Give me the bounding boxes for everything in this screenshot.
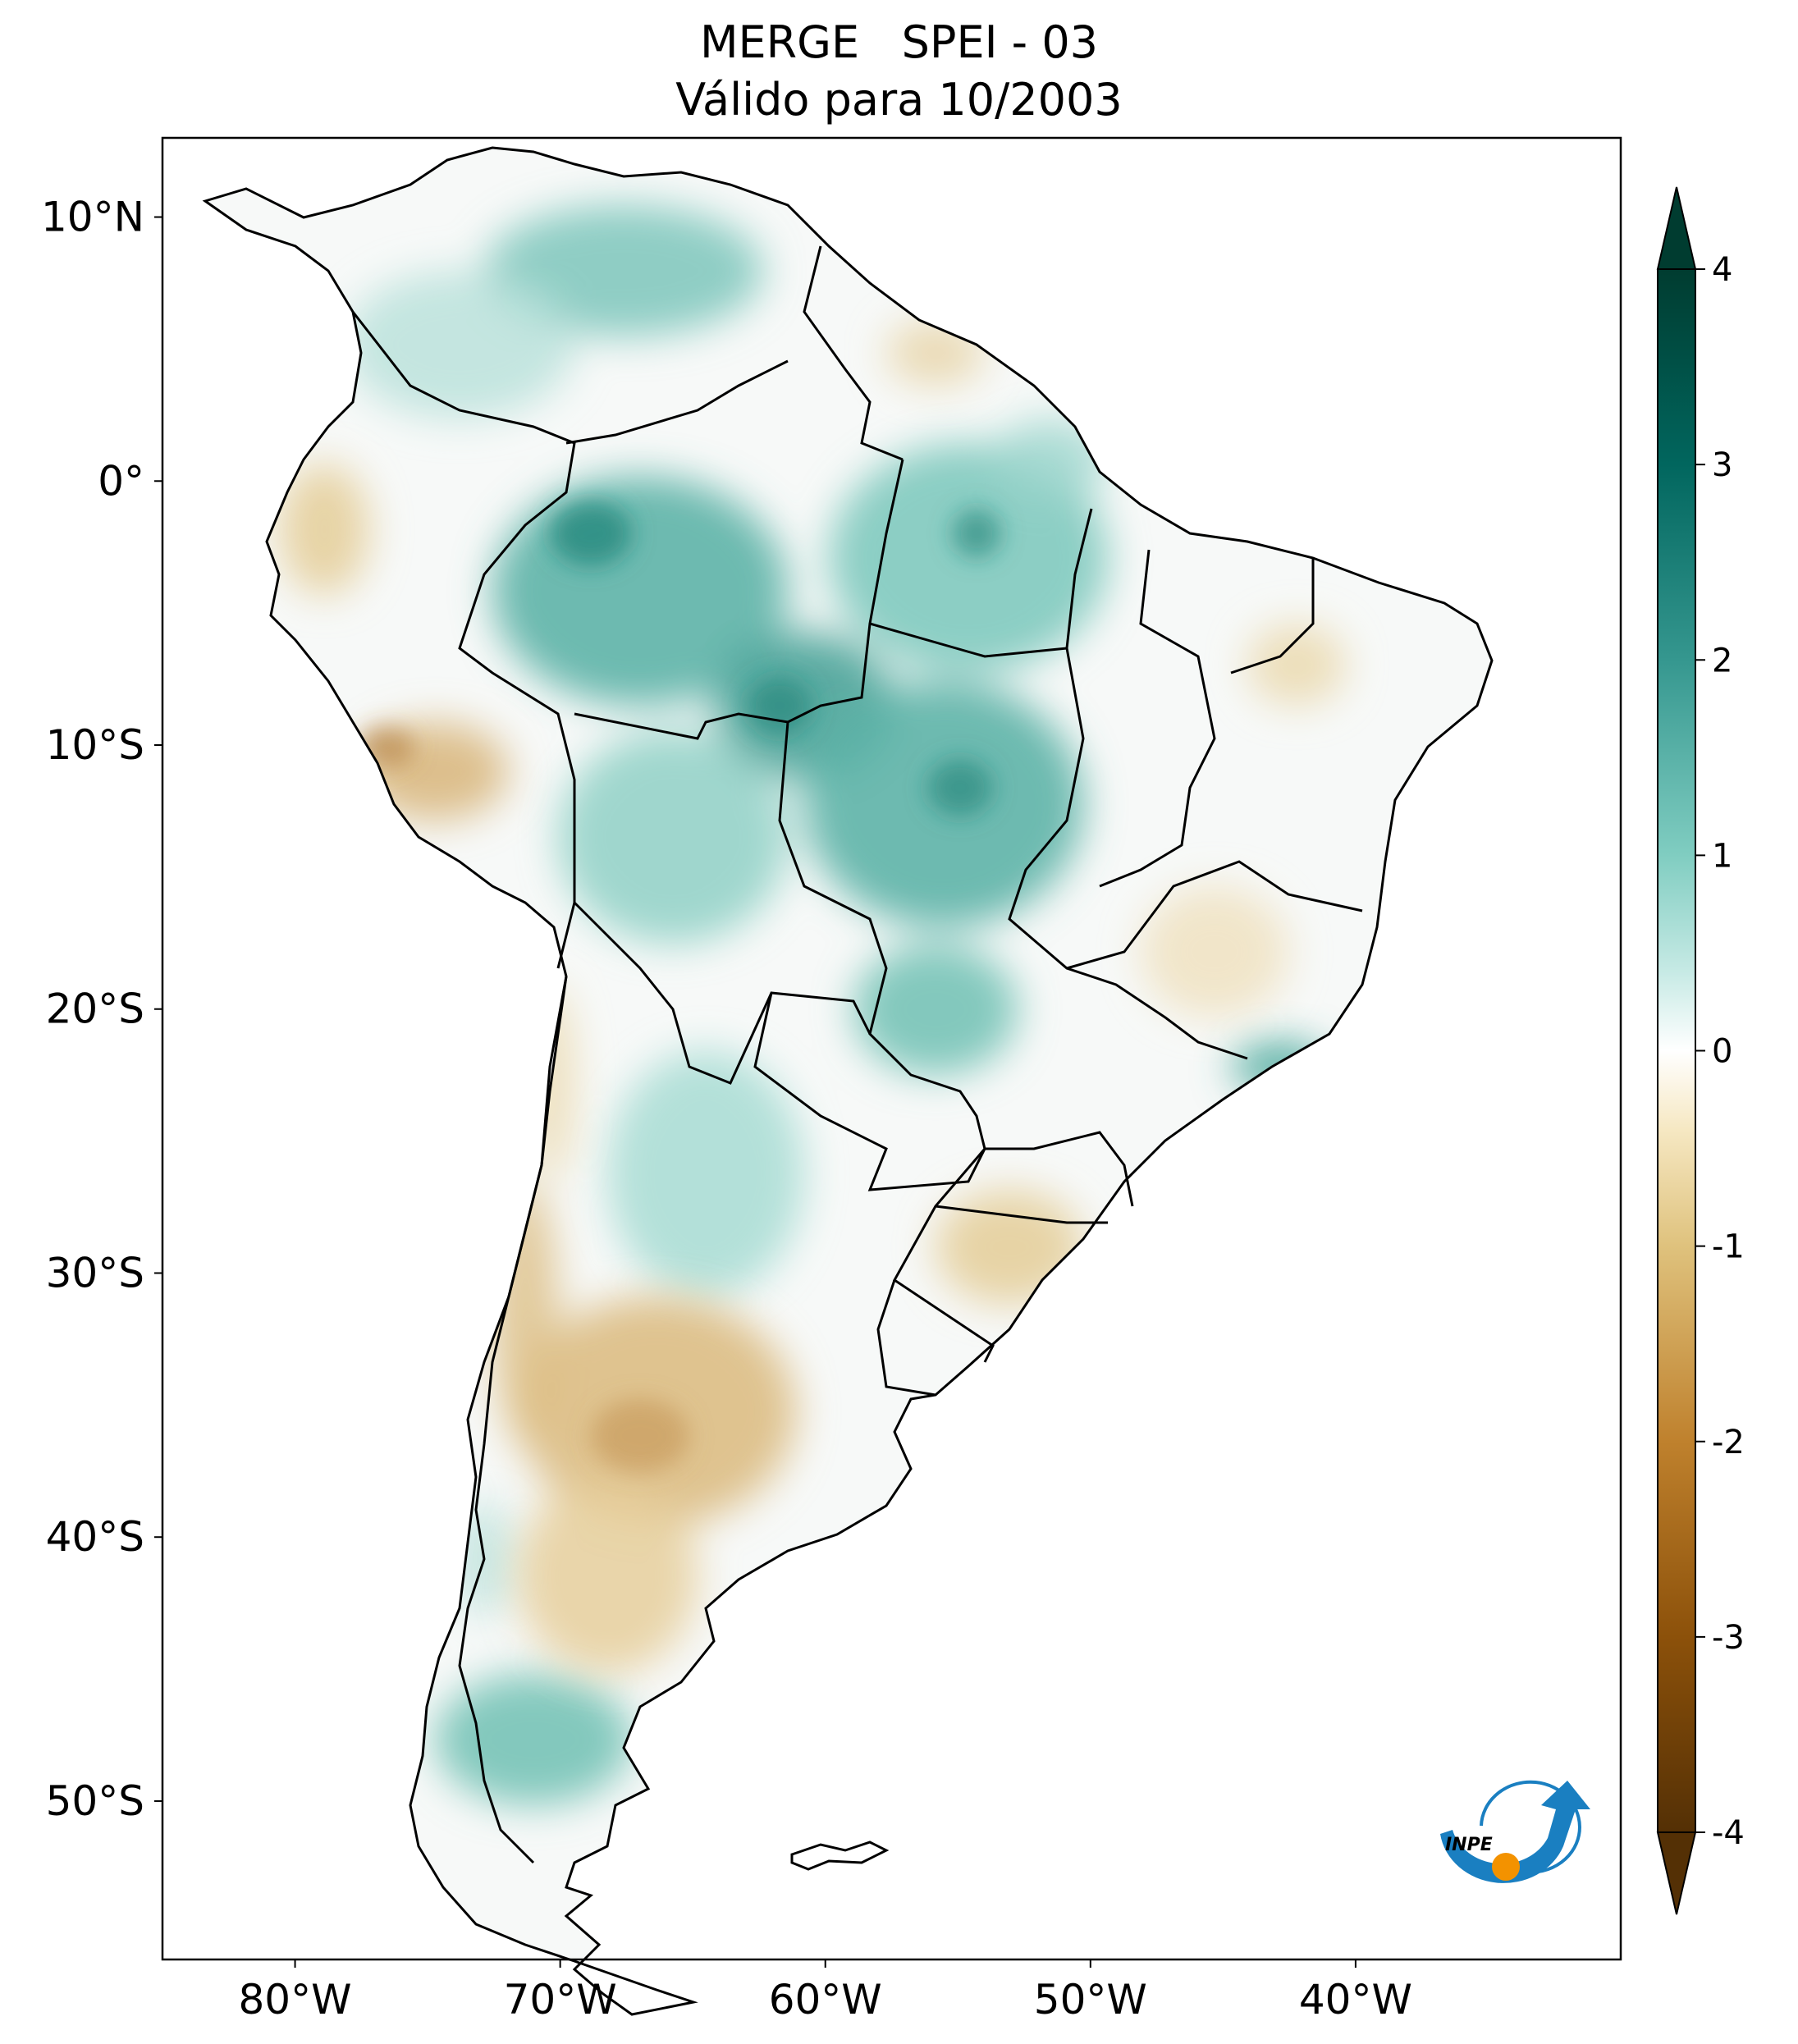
- colorbar-label: 2: [1712, 642, 1732, 679]
- border-bolivia-south: [573, 901, 872, 1085]
- border-paraguay: [753, 992, 986, 1191]
- dry-patch-minas: [1141, 886, 1288, 1017]
- border-brazil-states-6: [1066, 860, 1363, 970]
- country-borders: [351, 245, 1363, 1864]
- lon-label: 50°W: [1034, 1976, 1147, 2023]
- colorbar-ticks: 4 3 2 1 0 -1 -2 -3 -4: [1695, 251, 1745, 1852]
- strong-wet-3: [927, 759, 993, 816]
- strong-dry-2: [591, 1399, 689, 1473]
- wet-patch-colombia: [345, 271, 574, 418]
- border-west-1: [351, 311, 576, 969]
- colorbar-ramp: [1657, 268, 1696, 1833]
- lon-label: 60°W: [769, 1976, 882, 2023]
- colorbar-extend-min: [1656, 1831, 1697, 1915]
- wet-patch-ms: [853, 944, 1018, 1075]
- wet-patch-north-argentina: [607, 1050, 804, 1296]
- border-north-1: [565, 359, 789, 445]
- strong-wet-2: [747, 677, 812, 734]
- border-argentina-brazil: [893, 1148, 995, 1363]
- latitude-axis: 10°N 0° 10°S 20°S 30°S 40°S 50°S: [41, 194, 162, 1825]
- colorbar-label: 0: [1712, 1033, 1732, 1071]
- lat-label: 0°: [98, 457, 144, 505]
- lon-label: 40°W: [1299, 1976, 1412, 2023]
- colorbar-label: 4: [1712, 251, 1732, 289]
- strong-anomaly-layer: [357, 501, 1001, 1473]
- colorbar-extend-max: [1656, 186, 1697, 270]
- wet-patch-patagonia: [435, 1674, 632, 1805]
- inpe-logo: INPE: [1440, 1780, 1590, 1883]
- lat-label: 50°S: [46, 1777, 144, 1825]
- longitude-axis: 80°W 70°W 60°W 50°W 40°W: [239, 1959, 1412, 2023]
- lon-label: 80°W: [239, 1976, 352, 2023]
- colorbar: 4 3 2 1 0 -1 -2 -3 -4: [1656, 186, 1745, 1915]
- border-brazil-states-5: [935, 1205, 1108, 1224]
- border-brazil-states-3: [1230, 558, 1315, 674]
- colorbar-label: -3: [1712, 1619, 1745, 1657]
- border-brazil-states-7: [869, 622, 1068, 658]
- lat-label: 30°S: [46, 1249, 144, 1296]
- strong-wet-4: [952, 509, 1001, 558]
- colorbar-label: -2: [1712, 1424, 1745, 1461]
- colorbar-label: 1: [1712, 837, 1732, 875]
- map-frame: [161, 136, 1622, 1961]
- lat-label: 10°S: [46, 721, 144, 769]
- lat-label: 40°S: [46, 1513, 144, 1561]
- border-brazil-states-4: [985, 1131, 1134, 1207]
- wet-patch-para: [829, 443, 1108, 673]
- strong-wet-1: [550, 501, 632, 566]
- dry-patch-piaui: [1247, 624, 1346, 706]
- border-chile-argentina: [458, 976, 568, 1864]
- lat-label: 20°S: [46, 985, 144, 1033]
- lat-label: 10°N: [41, 194, 144, 241]
- border-brazil-bolivia-paraguay: [778, 721, 986, 1150]
- figure-subtitle: Válido para 10/2003: [675, 74, 1123, 126]
- border-brazil-states-1: [1008, 508, 1248, 1060]
- logo-text: INPE: [1445, 1835, 1493, 1855]
- dry-patch-argentina-south: [517, 1477, 698, 1674]
- border-guiana: [803, 245, 904, 461]
- colorbar-label: 3: [1712, 446, 1732, 484]
- logo-swoosh-icon: [1440, 1781, 1590, 1883]
- logo-dot: [1492, 1853, 1520, 1881]
- lon-label: 70°W: [504, 1976, 617, 2023]
- border-brazil-peru-bolivia: [574, 459, 904, 740]
- colorbar-label: -1: [1712, 1228, 1745, 1266]
- border-uruguay: [876, 1279, 936, 1397]
- wet-patch-amapa: [993, 418, 1108, 501]
- border-brazil-states-2: [1099, 549, 1216, 888]
- falkland-islands: [790, 1841, 890, 1871]
- wet-patch-bolivia: [558, 730, 788, 944]
- figure-title: MERGE SPEI - 03: [699, 16, 1099, 68]
- dry-patch-ecuador: [279, 464, 369, 595]
- colorbar-label: -4: [1712, 1814, 1745, 1852]
